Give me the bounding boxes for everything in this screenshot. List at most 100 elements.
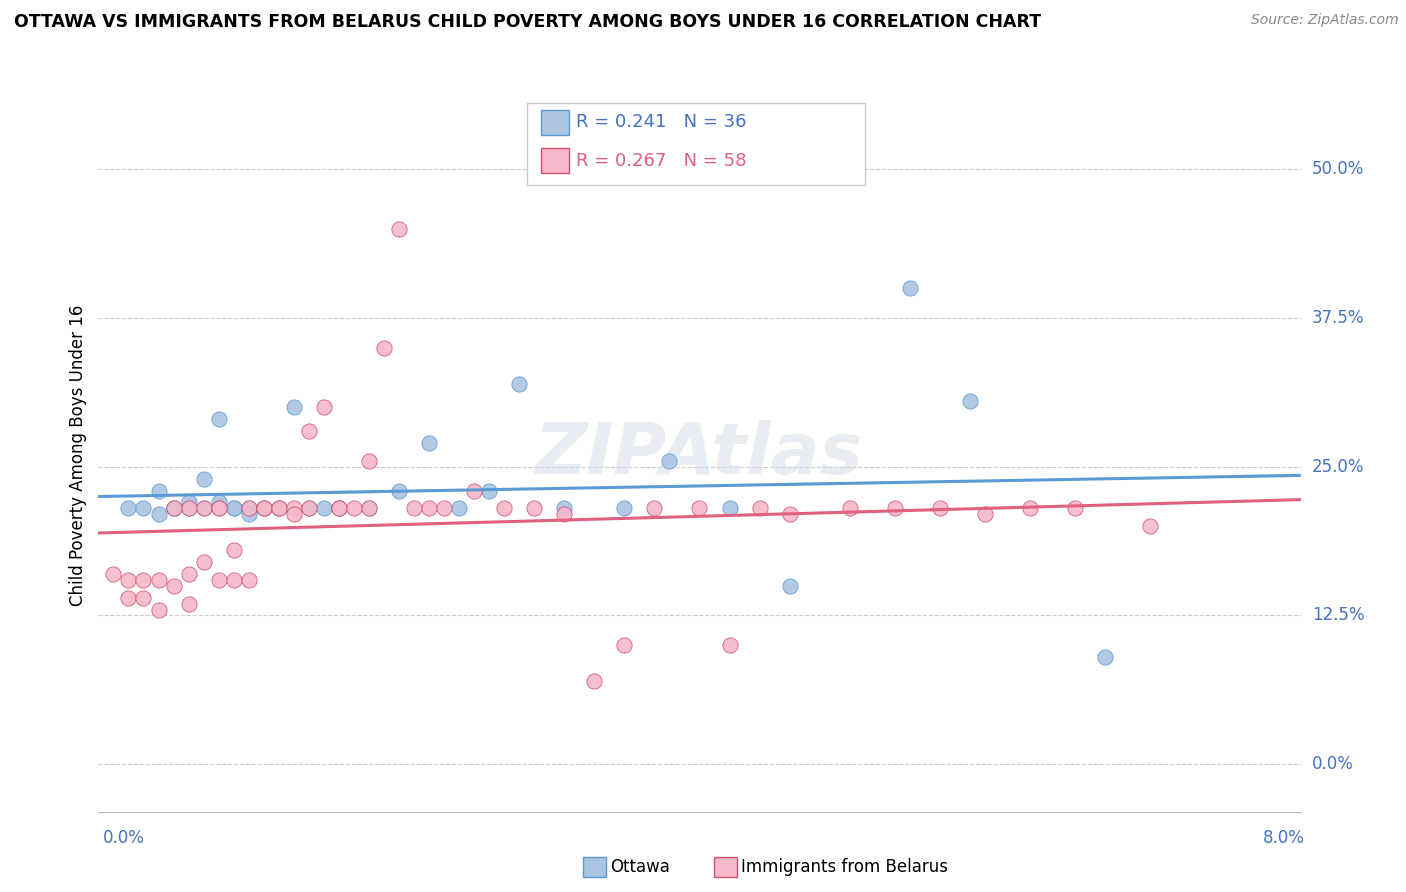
- Text: ZIPAtlas: ZIPAtlas: [536, 420, 863, 490]
- Point: [298, 424, 321, 438]
- Point: [328, 501, 350, 516]
- Point: [343, 501, 366, 516]
- Point: [523, 501, 546, 516]
- Point: [283, 401, 305, 415]
- Point: [208, 412, 231, 426]
- Point: [238, 501, 260, 516]
- Point: [643, 501, 665, 516]
- Point: [553, 508, 575, 522]
- Point: [898, 281, 921, 295]
- Point: [208, 573, 231, 587]
- Point: [103, 566, 125, 581]
- Point: [132, 573, 155, 587]
- Point: [208, 501, 231, 516]
- Text: Immigrants from Belarus: Immigrants from Belarus: [741, 858, 948, 876]
- Point: [238, 508, 260, 522]
- Point: [177, 566, 200, 581]
- Point: [267, 501, 290, 516]
- Text: R = 0.267   N = 58: R = 0.267 N = 58: [576, 152, 747, 169]
- Point: [132, 591, 155, 605]
- Point: [583, 673, 606, 688]
- Point: [718, 501, 741, 516]
- Point: [238, 573, 260, 587]
- Point: [1064, 501, 1087, 516]
- Point: [494, 501, 516, 516]
- Point: [688, 501, 710, 516]
- Point: [193, 501, 215, 516]
- Point: [193, 501, 215, 516]
- Y-axis label: Child Poverty Among Boys Under 16: Child Poverty Among Boys Under 16: [69, 304, 87, 606]
- Point: [193, 555, 215, 569]
- Point: [148, 508, 170, 522]
- Point: [928, 501, 950, 516]
- Point: [148, 483, 170, 498]
- Point: [283, 501, 305, 516]
- Point: [748, 501, 770, 516]
- Point: [162, 501, 184, 516]
- Text: 37.5%: 37.5%: [1312, 310, 1364, 327]
- Point: [463, 483, 485, 498]
- Point: [208, 501, 231, 516]
- Point: [132, 501, 155, 516]
- Point: [328, 501, 350, 516]
- Point: [222, 543, 245, 558]
- Point: [883, 501, 905, 516]
- Point: [447, 501, 470, 516]
- Point: [357, 501, 380, 516]
- Point: [177, 501, 200, 516]
- Point: [553, 501, 575, 516]
- Point: [388, 222, 411, 236]
- Point: [193, 472, 215, 486]
- Point: [312, 501, 335, 516]
- Point: [222, 573, 245, 587]
- Point: [418, 436, 440, 450]
- Point: [508, 376, 530, 391]
- Point: [312, 401, 335, 415]
- Point: [1019, 501, 1042, 516]
- Point: [373, 341, 395, 355]
- Point: [148, 602, 170, 616]
- Point: [959, 394, 981, 409]
- Point: [267, 501, 290, 516]
- Point: [478, 483, 501, 498]
- Text: 12.5%: 12.5%: [1312, 607, 1364, 624]
- Text: 8.0%: 8.0%: [1263, 829, 1305, 847]
- Point: [253, 501, 276, 516]
- Point: [357, 454, 380, 468]
- Text: OTTAWA VS IMMIGRANTS FROM BELARUS CHILD POVERTY AMONG BOYS UNDER 16 CORRELATION : OTTAWA VS IMMIGRANTS FROM BELARUS CHILD …: [14, 13, 1042, 31]
- Point: [298, 501, 321, 516]
- Text: R = 0.241   N = 36: R = 0.241 N = 36: [576, 113, 747, 131]
- Text: 25.0%: 25.0%: [1312, 458, 1364, 475]
- Point: [779, 579, 801, 593]
- Point: [238, 501, 260, 516]
- Point: [838, 501, 860, 516]
- Point: [418, 501, 440, 516]
- Text: 0.0%: 0.0%: [103, 829, 145, 847]
- Point: [177, 597, 200, 611]
- Point: [1139, 519, 1161, 533]
- Point: [974, 508, 997, 522]
- Text: 0.0%: 0.0%: [1312, 756, 1354, 773]
- Point: [613, 501, 636, 516]
- Point: [298, 501, 321, 516]
- Point: [613, 638, 636, 652]
- Point: [357, 501, 380, 516]
- Text: 50.0%: 50.0%: [1312, 161, 1364, 178]
- Point: [162, 501, 184, 516]
- Point: [117, 591, 139, 605]
- Point: [283, 508, 305, 522]
- Point: [1094, 650, 1116, 665]
- Point: [658, 454, 681, 468]
- Point: [779, 508, 801, 522]
- Point: [222, 501, 245, 516]
- Point: [162, 501, 184, 516]
- Point: [222, 501, 245, 516]
- Point: [117, 501, 139, 516]
- Point: [117, 573, 139, 587]
- Point: [433, 501, 456, 516]
- Text: Ottawa: Ottawa: [610, 858, 671, 876]
- Point: [718, 638, 741, 652]
- Point: [208, 495, 231, 509]
- Point: [177, 501, 200, 516]
- Point: [253, 501, 276, 516]
